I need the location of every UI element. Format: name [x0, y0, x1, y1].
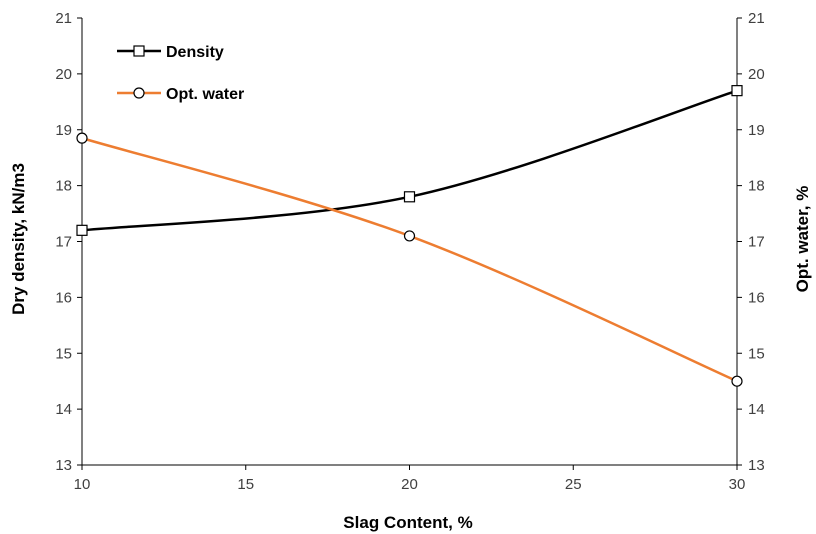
y2-tick-label: 19 [748, 122, 765, 139]
x-tick-label: 15 [237, 476, 254, 493]
legend-label-opt-water: Opt. water [166, 86, 244, 103]
series-layer [76, 85, 743, 387]
y-tick-label: 16 [55, 289, 72, 306]
x-axis-title: Slag Content, % [343, 513, 472, 532]
legend: Density Opt. water [117, 44, 244, 103]
data-point-density [76, 224, 88, 236]
y-tick-label: 18 [55, 178, 72, 195]
legend-label-density: Density [166, 44, 224, 61]
x-tick-label: 25 [565, 476, 582, 493]
y-tick-label: 14 [55, 401, 72, 418]
y2-axis-title: Opt. water, % [793, 186, 812, 293]
y2-tick-label: 15 [748, 345, 765, 362]
legend-marker-density [133, 45, 145, 57]
y2-tick-label: 21 [748, 10, 765, 27]
y-axis-title: Dry density, kN/m3 [9, 163, 28, 315]
y2-tick-label: 13 [748, 457, 765, 474]
series-line-opt-water [81, 136, 738, 383]
y-tick-label: 21 [55, 10, 72, 27]
y-tick-label: 19 [55, 122, 72, 139]
x-tick-label: 20 [401, 476, 418, 493]
y-tick-label: 15 [55, 345, 72, 362]
y2-tick-labels: 13 14 15 16 17 18 19 20 21 [748, 10, 765, 474]
data-point-opt-water [731, 375, 743, 387]
y2-tick-label: 16 [748, 289, 765, 306]
x-tick-label: 30 [729, 476, 746, 493]
y-tick-label: 20 [55, 66, 72, 83]
x-tick-labels: 10 15 20 25 30 [74, 476, 746, 493]
y2-tick-label: 20 [748, 66, 765, 83]
y2-tick-label: 17 [748, 234, 765, 251]
data-point-opt-water [403, 230, 416, 242]
series-line-density [81, 89, 738, 232]
data-point-density [731, 85, 743, 97]
y-tick-labels: 13 14 15 16 17 18 19 20 21 [55, 10, 72, 474]
data-point-density [403, 191, 416, 203]
y2-tick-label: 14 [748, 401, 765, 418]
legend-marker-opt-water [133, 87, 145, 99]
y-tick-label: 17 [55, 234, 72, 251]
x-tick-label: 10 [74, 476, 91, 493]
y-tick-label: 13 [55, 457, 72, 474]
data-point-opt-water [76, 132, 88, 144]
y2-tick-label: 18 [748, 178, 765, 195]
